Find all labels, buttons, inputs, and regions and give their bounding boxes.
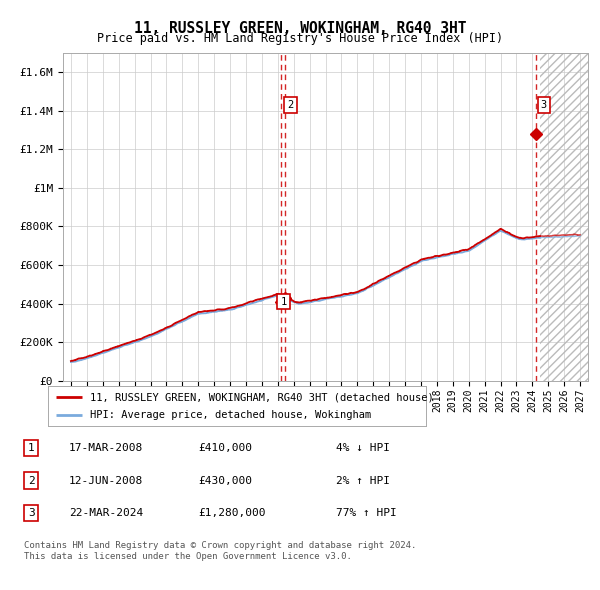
Text: 11, RUSSLEY GREEN, WOKINGHAM, RG40 3HT (detached house): 11, RUSSLEY GREEN, WOKINGHAM, RG40 3HT (… — [89, 392, 433, 402]
Text: 2: 2 — [287, 100, 293, 110]
Text: 3: 3 — [541, 100, 547, 110]
Text: HPI: Average price, detached house, Wokingham: HPI: Average price, detached house, Woki… — [89, 410, 371, 420]
Text: This data is licensed under the Open Government Licence v3.0.: This data is licensed under the Open Gov… — [24, 552, 352, 561]
Text: 1: 1 — [280, 297, 287, 307]
Text: 77% ↑ HPI: 77% ↑ HPI — [336, 508, 397, 518]
Text: 11, RUSSLEY GREEN, WOKINGHAM, RG40 3HT: 11, RUSSLEY GREEN, WOKINGHAM, RG40 3HT — [134, 21, 466, 35]
Text: Contains HM Land Registry data © Crown copyright and database right 2024.: Contains HM Land Registry data © Crown c… — [24, 540, 416, 549]
Text: 3: 3 — [28, 508, 35, 518]
Text: 4% ↓ HPI: 4% ↓ HPI — [336, 443, 390, 453]
Text: £1,280,000: £1,280,000 — [198, 508, 265, 518]
Bar — [540, 53, 588, 381]
Text: 12-JUN-2008: 12-JUN-2008 — [69, 476, 143, 486]
Text: 22-MAR-2024: 22-MAR-2024 — [69, 508, 143, 518]
Text: 2% ↑ HPI: 2% ↑ HPI — [336, 476, 390, 486]
Text: 2: 2 — [28, 476, 35, 486]
Text: 17-MAR-2008: 17-MAR-2008 — [69, 443, 143, 453]
Text: £430,000: £430,000 — [198, 476, 252, 486]
Text: £410,000: £410,000 — [198, 443, 252, 453]
Text: Price paid vs. HM Land Registry's House Price Index (HPI): Price paid vs. HM Land Registry's House … — [97, 32, 503, 45]
Text: 1: 1 — [28, 443, 35, 453]
